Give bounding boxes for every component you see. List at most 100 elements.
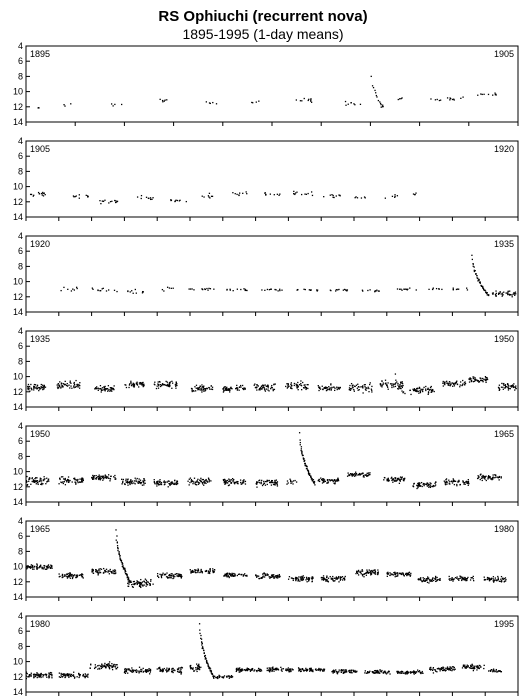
data-point [322, 479, 324, 482]
data-point [260, 576, 262, 579]
data-point [78, 383, 80, 386]
data-point [399, 387, 401, 389]
data-point [60, 672, 62, 675]
data-point [94, 387, 96, 390]
data-point [269, 577, 271, 579]
data-point [290, 383, 292, 386]
data-point [205, 569, 208, 572]
data-point [514, 389, 516, 391]
data-point [127, 585, 129, 587]
data-point [166, 669, 168, 671]
data-point [401, 670, 403, 672]
data-point [428, 388, 430, 391]
data-point [448, 578, 450, 580]
data-point [443, 667, 445, 669]
data-point [241, 384, 244, 387]
data-point [204, 655, 206, 658]
data-point [332, 672, 334, 674]
data-point [26, 483, 29, 486]
data-point [486, 377, 488, 379]
data-point [324, 480, 326, 483]
data-point [482, 381, 484, 383]
data-point [488, 475, 490, 478]
data-point [417, 484, 419, 486]
data-point [136, 581, 139, 583]
data-point [269, 193, 271, 195]
data-point [140, 583, 142, 585]
data-point [157, 482, 159, 485]
data-point [208, 668, 211, 670]
data-point [472, 578, 474, 580]
data-points [25, 432, 502, 490]
data-point [292, 579, 294, 582]
data-point [228, 573, 230, 575]
data-point [150, 578, 152, 581]
data-point [332, 671, 334, 673]
data-point [287, 386, 289, 388]
data-point [290, 482, 292, 484]
data-point [463, 382, 466, 384]
data-point [249, 668, 251, 671]
data-point [366, 472, 368, 475]
data-point [200, 571, 202, 573]
data-point [230, 674, 233, 677]
data-point [300, 448, 303, 450]
data-point [132, 670, 134, 672]
data-point [426, 581, 429, 584]
data-point [465, 666, 467, 668]
data-point [366, 569, 368, 571]
data-point [114, 570, 117, 572]
data-point [337, 577, 340, 579]
data-point [359, 473, 362, 475]
data-point [97, 574, 99, 576]
data-point [457, 481, 459, 483]
data-point [226, 573, 228, 575]
data-point [102, 200, 105, 203]
data-point [177, 575, 180, 577]
data-point [33, 568, 35, 570]
data-point [375, 671, 378, 674]
data-point [208, 481, 210, 483]
data-point [227, 575, 230, 577]
data-point [273, 481, 275, 484]
data-point [484, 290, 487, 292]
data-point [274, 668, 276, 671]
data-point [353, 670, 355, 673]
data-point [426, 388, 429, 390]
y-tick-label: 6 [18, 531, 23, 541]
data-point [319, 669, 321, 671]
data-point [305, 464, 307, 467]
data-point [229, 573, 231, 575]
data-point [66, 673, 68, 675]
data-point [232, 192, 234, 194]
data-point [84, 675, 86, 678]
data-point [400, 478, 402, 480]
data-point [403, 574, 405, 577]
data-point [499, 291, 501, 293]
data-point [95, 387, 97, 390]
data-point [338, 671, 340, 673]
data-point [74, 574, 76, 576]
data-point [40, 480, 43, 482]
data-point [189, 481, 191, 484]
data-point [462, 480, 464, 482]
panel-frame [25, 140, 519, 218]
data-point [477, 94, 479, 96]
data-point [396, 572, 398, 574]
data-point [233, 572, 235, 575]
data-point [296, 384, 298, 386]
data-point [285, 669, 287, 671]
data-point [484, 478, 486, 480]
data-point [180, 668, 182, 670]
data-point [116, 664, 118, 666]
data-point [145, 585, 147, 587]
data-point [205, 570, 208, 572]
data-point [336, 672, 338, 674]
data-point [203, 649, 205, 652]
data-point [332, 196, 334, 198]
data-point [124, 568, 126, 570]
data-point [30, 483, 32, 485]
data-point [317, 669, 319, 671]
y-tick-label: 10 [13, 562, 23, 572]
data-point [102, 475, 104, 477]
